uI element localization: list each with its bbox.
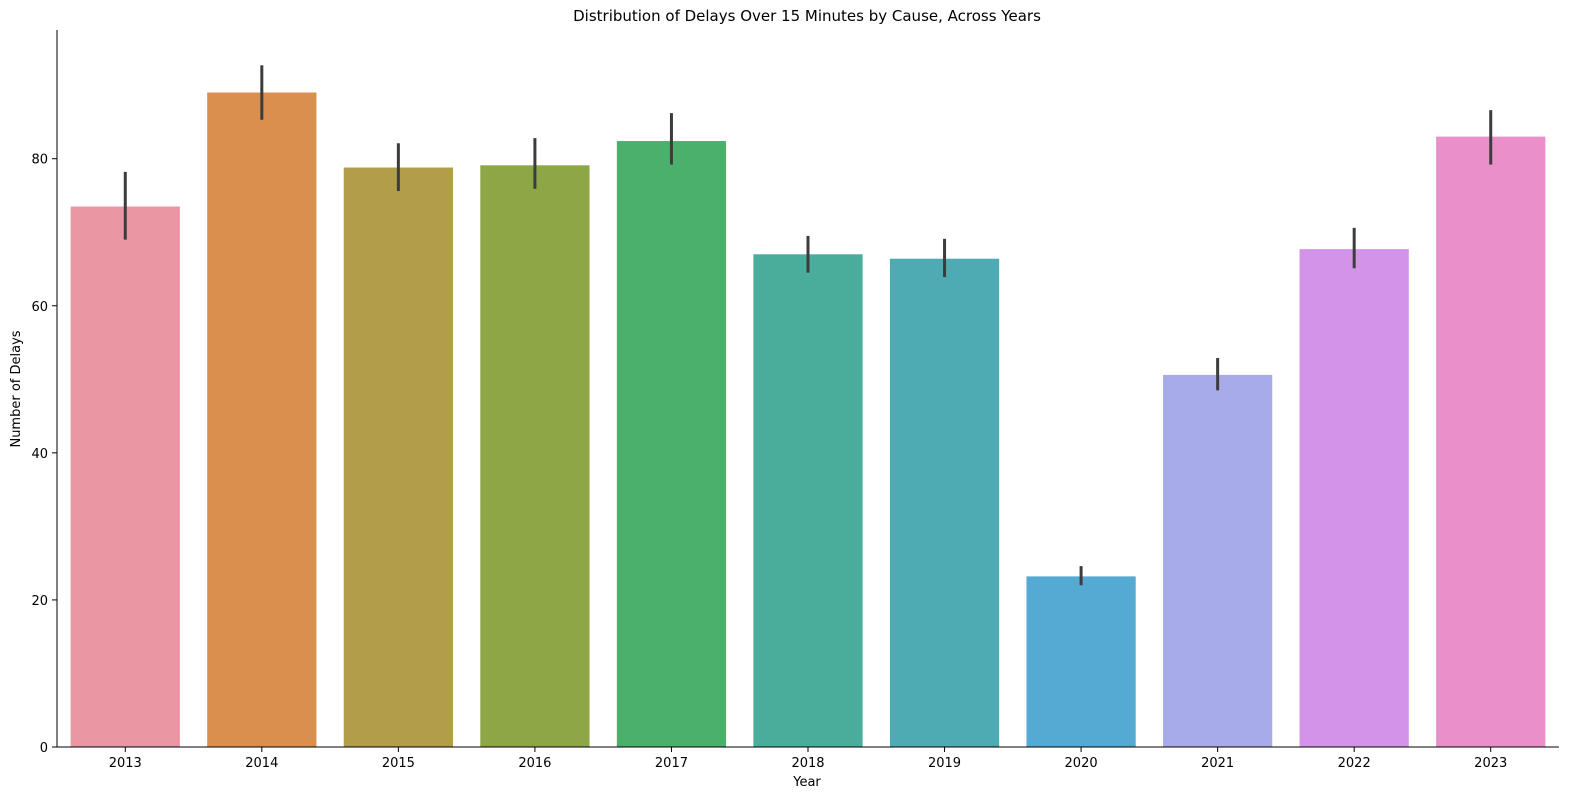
x-tick-label-2020: 2020 [1065, 756, 1098, 771]
x-tick-label-2019: 2019 [928, 756, 961, 771]
x-tick-label-2018: 2018 [791, 756, 824, 771]
bar-2018 [753, 254, 863, 748]
bar-2022 [1299, 249, 1409, 747]
bar-2017 [616, 141, 727, 747]
x-axis-ticks: 2013 2014 2015 2016 2017 2018 2019 2020 2021 2022… [109, 747, 1507, 771]
y-axis-title: Number of Delays [9, 330, 24, 447]
y-tick-label-0: 0 [40, 741, 48, 756]
error-bars-layer [123, 65, 1493, 586]
x-tick-label-2013: 2013 [109, 756, 142, 771]
bar-2015 [343, 167, 453, 748]
x-tick-label-2016: 2016 [518, 756, 551, 771]
x-tick-label-2017: 2017 [655, 756, 688, 771]
y-tick-label-80: 80 [31, 153, 48, 168]
x-tick-label-2022: 2022 [1338, 756, 1371, 771]
x-tick-label-2023: 2023 [1474, 756, 1507, 771]
bar-2023 [1436, 136, 1546, 748]
x-tick-label-2021: 2021 [1201, 756, 1234, 771]
x-tick-label-2014: 2014 [245, 756, 278, 771]
y-tick-label-40: 40 [31, 447, 48, 462]
bar-2016 [480, 165, 590, 747]
bar-2019 [889, 258, 1000, 747]
y-tick-label-60: 60 [31, 300, 48, 315]
y-axis-ticks: 0 20 40 60 80 [31, 153, 57, 756]
x-tick-label-2015: 2015 [382, 756, 415, 771]
bar-2020 [1026, 576, 1136, 747]
bar-2014 [207, 92, 317, 747]
y-tick-label-20: 20 [31, 594, 48, 609]
x-axis-title: Year [792, 775, 821, 790]
bar-2021 [1163, 374, 1273, 747]
bar-2013 [70, 206, 180, 747]
bars-layer [70, 92, 1546, 748]
chart-title: Distribution of Delays Over 15 Minutes b… [573, 7, 1041, 25]
